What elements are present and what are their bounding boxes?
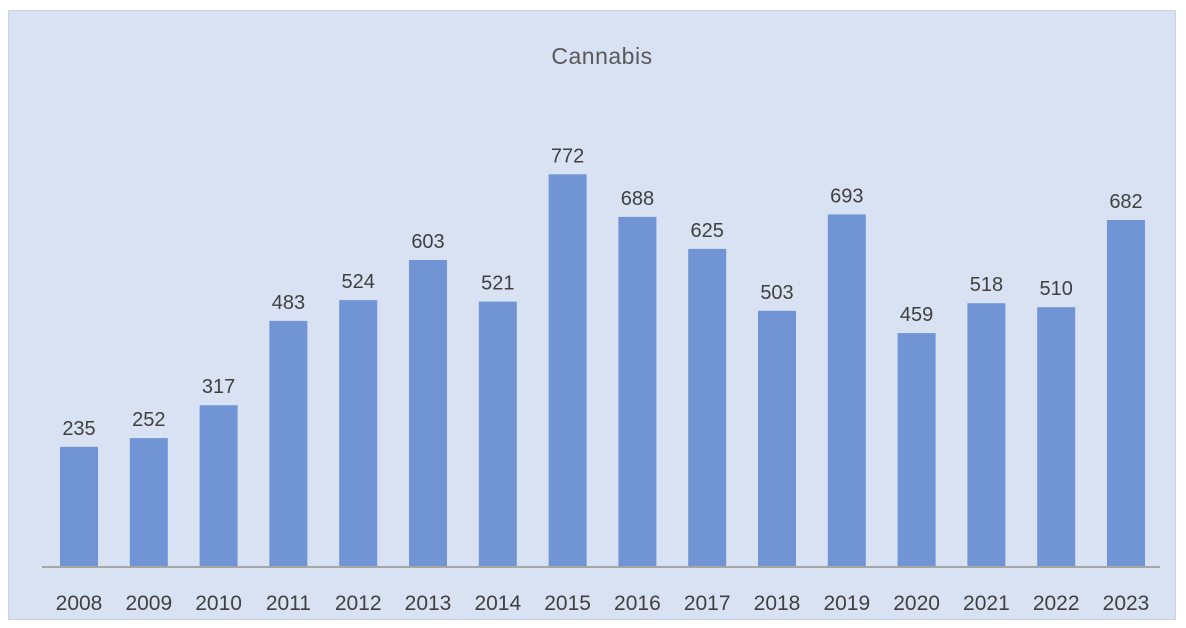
x-tick-label-2019: 2019 xyxy=(823,592,870,615)
x-tick-label-2010: 2010 xyxy=(195,592,242,615)
bar-2009 xyxy=(129,438,168,566)
bar-2012 xyxy=(339,300,378,566)
x-tick-label-2023: 2023 xyxy=(1103,592,1150,615)
x-tick-label-2009: 2009 xyxy=(125,592,172,615)
data-label-2011: 483 xyxy=(272,292,305,314)
data-label-2018: 503 xyxy=(760,282,793,304)
bars-group xyxy=(60,174,1145,567)
x-tick-label-2012: 2012 xyxy=(335,592,382,615)
bar-2016 xyxy=(618,216,657,566)
bar-2010 xyxy=(199,405,238,566)
data-label-2008: 235 xyxy=(62,418,95,440)
data-label-2015: 772 xyxy=(551,145,584,167)
bar-2021 xyxy=(967,303,1006,566)
data-label-2021: 518 xyxy=(970,274,1003,296)
data-label-2010: 317 xyxy=(202,376,235,398)
data-label-2022: 510 xyxy=(1040,278,1073,300)
x-tick-label-2018: 2018 xyxy=(754,592,801,615)
bar-2023 xyxy=(1107,220,1145,566)
bar-2011 xyxy=(269,320,308,566)
data-label-2019: 693 xyxy=(830,185,863,207)
data-label-2020: 459 xyxy=(900,304,933,326)
data-label-2009: 252 xyxy=(132,409,165,431)
bar-2018 xyxy=(758,310,796,566)
data-label-2017: 625 xyxy=(691,220,724,242)
x-tick-labels-group: 2008 2009 2010 2011 2012 2013 2014 2015 2016 2017… xyxy=(56,592,1150,615)
data-label-2013: 603 xyxy=(411,231,444,253)
bar-2014 xyxy=(478,301,517,566)
bar-2017 xyxy=(688,248,727,566)
bar-2020 xyxy=(897,333,936,566)
x-tick-label-2008: 2008 xyxy=(56,592,103,615)
bar-2022 xyxy=(1037,307,1076,566)
x-tick-label-2014: 2014 xyxy=(474,592,521,615)
data-label-2012: 524 xyxy=(342,271,375,293)
x-tick-label-2011: 2011 xyxy=(266,592,311,615)
chart-title: Cannabis xyxy=(551,43,652,69)
data-label-2023: 682 xyxy=(1109,191,1142,213)
x-tick-label-2017: 2017 xyxy=(684,592,731,615)
x-tick-label-2020: 2020 xyxy=(893,592,940,615)
x-tick-label-2013: 2013 xyxy=(405,592,452,615)
x-tick-label-2016: 2016 xyxy=(614,592,661,615)
x-tick-label-2022: 2022 xyxy=(1033,592,1080,615)
x-tick-label-2021: 2021 xyxy=(963,592,1010,615)
bar-2015 xyxy=(548,174,587,567)
data-labels-group: 235 252 317 483 524 603 521 772 688 625 503 693 459 5… xyxy=(62,145,1142,440)
x-tick-label-2015: 2015 xyxy=(544,592,591,615)
data-label-2016: 688 xyxy=(621,188,654,210)
bar-2008 xyxy=(60,446,98,566)
bar-2019 xyxy=(827,214,866,566)
data-label-2014: 521 xyxy=(481,273,514,295)
bar-2013 xyxy=(409,260,447,566)
